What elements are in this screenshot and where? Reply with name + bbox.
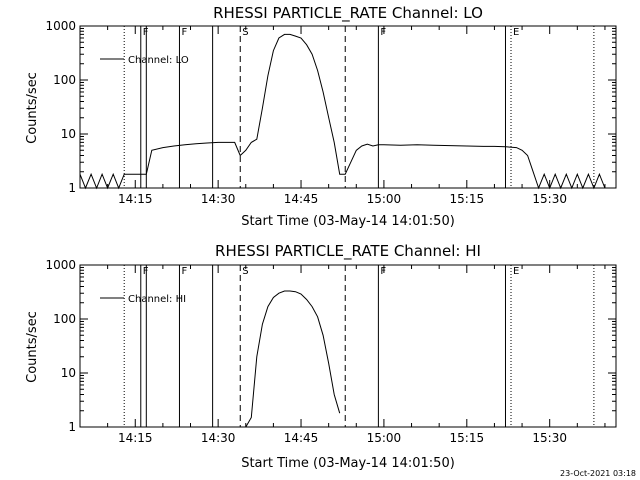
x-tick-label: 15:00 [367,192,402,206]
x-tick-label: 14:30 [201,192,236,206]
marker-label: S [242,266,248,277]
chart-title: RHESSI PARTICLE_RATE Channel: LO [213,4,483,23]
y-tick-label: 100 [53,73,76,87]
x-tick-label: 14:15 [118,192,153,206]
y-axis-label: Counts/sec [25,311,40,383]
series-line [245,290,341,428]
panel-hi: RHESSI PARTICLE_RATE Channel: HI Start T… [25,242,617,471]
marker-label: E [513,27,519,38]
y-tick-label: 1 [68,420,76,434]
y-tick-label: 1 [68,181,76,195]
marker-label: S [242,27,248,38]
panel-lo: RHESSI PARTICLE_RATE Channel: LO Start T… [25,4,617,229]
marker-label: F [181,27,187,38]
series-line [79,33,606,190]
x-tick-label: 15:15 [450,431,485,445]
legend-label: Channel: HI [128,294,186,305]
x-tick-label: 15:00 [367,431,402,445]
x-tick-label: 14:30 [201,431,236,445]
plot-timestamp: 23-Oct-2021 03:18 [560,469,636,478]
y-tick-label: 10 [61,127,76,141]
y-axis-label: Counts/sec [25,72,40,144]
legend-label: Channel: LO [128,55,189,66]
y-tick-label: 100 [53,312,76,326]
y-tick-label: 10 [61,366,76,380]
marker-label: F [380,27,386,38]
x-tick-label: 14:45 [284,192,319,206]
x-tick-label: 14:45 [284,431,319,445]
x-axis-label: Start Time (03-May-14 14:01:50) [241,456,455,471]
marker-label: F [181,266,187,277]
marker-label: F [143,27,149,38]
marker-label: F [380,266,386,277]
y-tick-label: 1000 [45,258,76,272]
plot-frame [79,264,617,428]
x-axis-label: Start Time (03-May-14 14:01:50) [241,214,455,229]
y-tick-label: 1000 [45,19,76,33]
x-tick-label: 15:30 [532,192,567,206]
x-tick-label: 15:30 [532,431,567,445]
x-tick-label: 14:15 [118,431,153,445]
chart-title: RHESSI PARTICLE_RATE Channel: HI [215,242,481,261]
marker-label: E [513,266,519,277]
x-tick-label: 15:15 [450,192,485,206]
plot-frame [79,25,617,189]
marker-label: F [143,266,149,277]
